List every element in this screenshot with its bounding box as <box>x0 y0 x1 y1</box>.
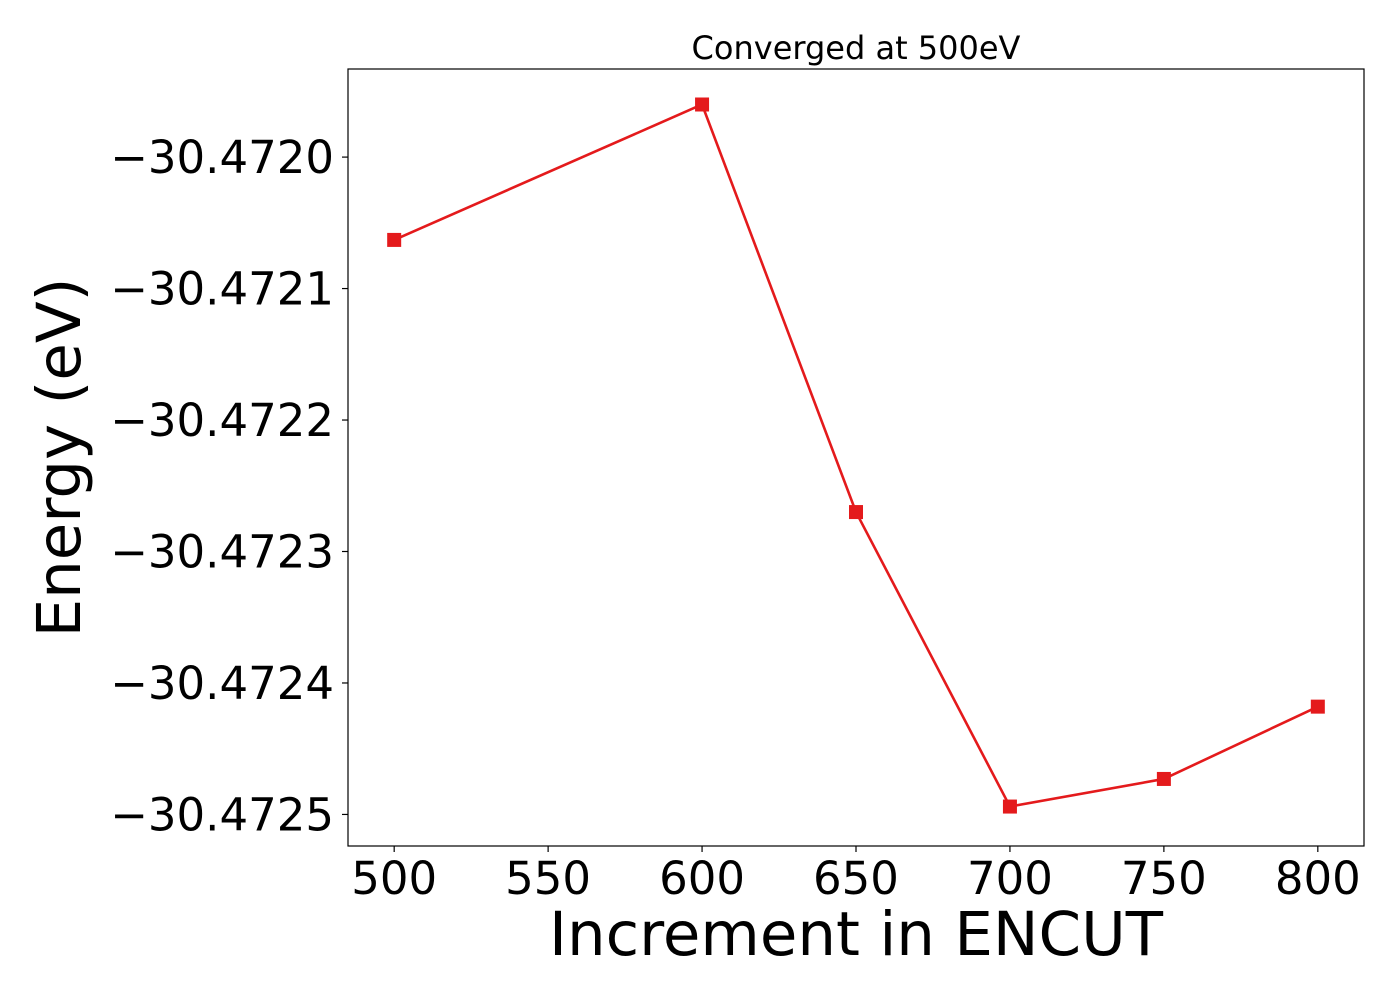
y-tick-label: −30.4720 <box>110 131 334 184</box>
x-tick-label: 500 <box>351 852 437 905</box>
data-point-marker <box>849 505 863 520</box>
y-tick-label: −30.4721 <box>110 263 334 316</box>
x-tick-label: 800 <box>1275 852 1361 905</box>
chart-title: Converged at 500eV <box>692 29 1021 67</box>
data-point-marker <box>1310 699 1325 714</box>
x-tick-label: 750 <box>1121 852 1207 905</box>
x-tick-label: 700 <box>967 852 1053 905</box>
y-tick-label: −30.4723 <box>110 526 334 579</box>
x-tick-label: 600 <box>659 852 745 905</box>
y-axis-label: Energy (eV) <box>24 278 95 638</box>
x-axis-label: Increment in ENCUT <box>549 899 1164 970</box>
x-tick-label: 550 <box>505 852 591 905</box>
x-tick-label: 650 <box>813 852 899 905</box>
data-point-marker <box>387 232 402 247</box>
y-tick-label: −30.4725 <box>110 788 334 841</box>
data-point-marker <box>1002 799 1017 814</box>
plot-frame <box>347 68 1365 847</box>
y-axis: −30.4720 −30.4721 −30.4722 −30.4723 −30.4724… <box>110 131 348 841</box>
x-axis: 500 550 600 650 700 750 800 <box>351 846 1361 905</box>
data-point-marker <box>1156 771 1171 786</box>
data-point-marker <box>695 97 710 112</box>
series-line <box>393 103 1319 808</box>
y-tick-label: −30.4724 <box>110 657 334 710</box>
y-tick-label: −30.4722 <box>110 394 334 447</box>
plot-area <box>387 97 1325 814</box>
